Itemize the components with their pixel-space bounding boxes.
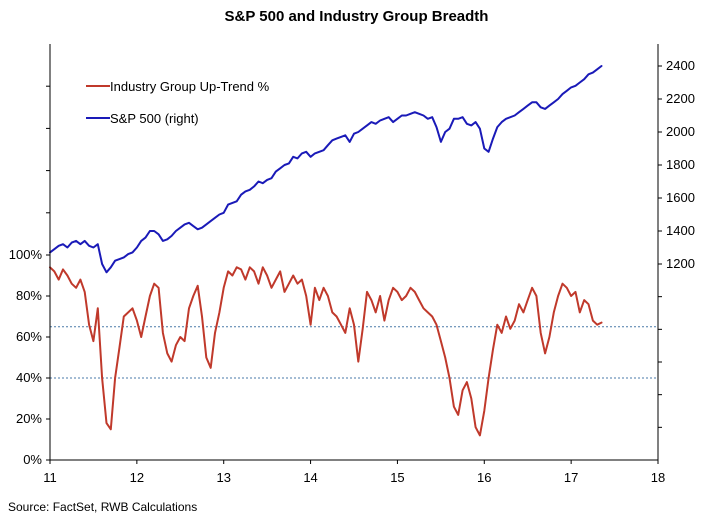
legend: Industry Group Up-Trend % S&P 500 (right) <box>86 79 270 126</box>
right-tick-label: 1200 <box>666 256 695 271</box>
x-tick-label: 15 <box>390 470 404 485</box>
legend-label-2: S&P 500 (right) <box>110 111 199 126</box>
legend-label-1: Industry Group Up-Trend % <box>110 79 270 94</box>
series-layer <box>49 65 603 437</box>
right-tick-label: 2400 <box>666 58 695 73</box>
right-tick-label: 1800 <box>666 157 695 172</box>
left-tick-label: 80% <box>16 288 42 303</box>
right-tick-label: 2200 <box>666 91 695 106</box>
right-tick-label: 1600 <box>666 190 695 205</box>
x-tick-label: 17 <box>564 470 578 485</box>
right-tick-label: 1400 <box>666 223 695 238</box>
spx-series-line <box>49 65 603 274</box>
x-tick-label: 13 <box>216 470 230 485</box>
right-tick-label: 2000 <box>666 124 695 139</box>
left-tick-label: 0% <box>23 452 42 467</box>
source-note: Source: FactSet, RWB Calculations <box>8 500 198 514</box>
axes: 0% 20% 40% 60% 80% 100% 1200 1400 1600 1800 2000 22… <box>9 44 695 485</box>
x-tick-label: 14 <box>303 470 317 485</box>
x-tick-label: 16 <box>477 470 491 485</box>
left-tick-label: 40% <box>16 370 42 385</box>
breadth-series-line <box>49 266 603 437</box>
chart-title: S&P 500 and Industry Group Breadth <box>224 8 489 25</box>
left-tick-label: 60% <box>16 329 42 344</box>
left-tick-label: 20% <box>16 411 42 426</box>
x-tick-label: 12 <box>130 470 144 485</box>
x-tick-label: 18 <box>651 470 665 485</box>
left-tick-label: 100% <box>9 247 43 262</box>
x-tick-label: 11 <box>43 470 57 485</box>
